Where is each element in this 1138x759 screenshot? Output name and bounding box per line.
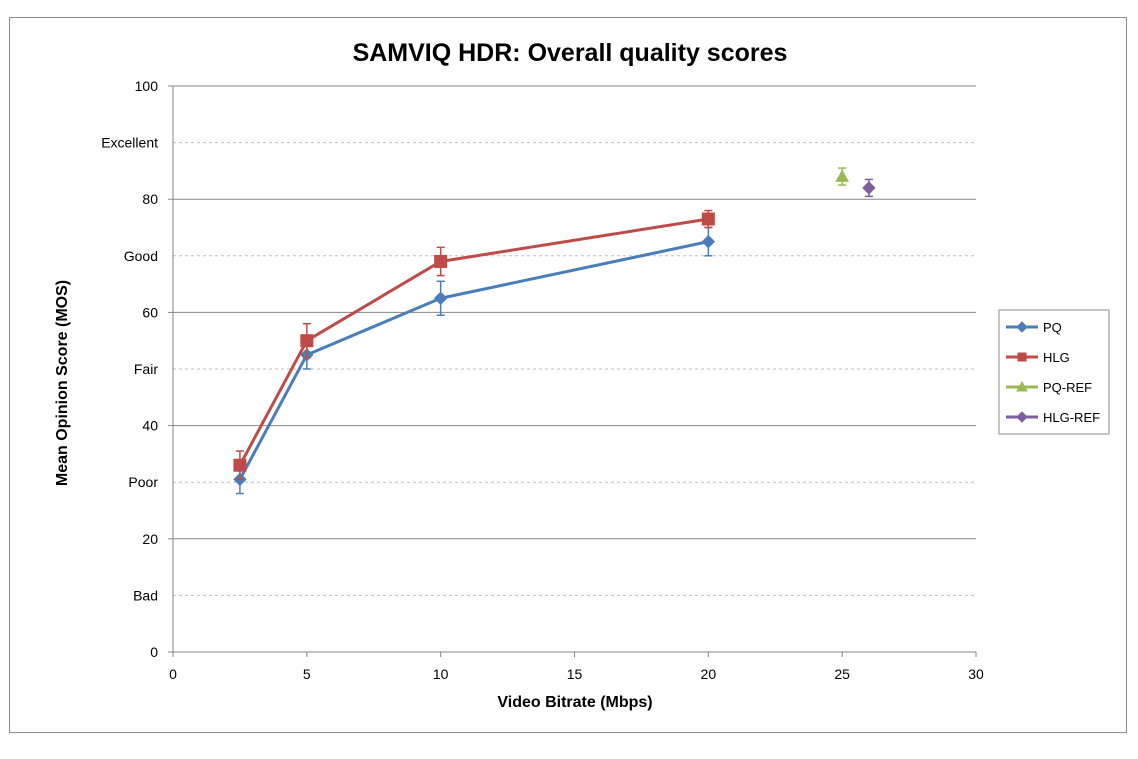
series-pq-ref <box>835 167 850 186</box>
legend-label-hlg: HLG <box>1043 350 1070 365</box>
x-tick-label: 5 <box>303 666 311 682</box>
y-category-labels: Bad Poor Fair Good Excellent <box>101 135 158 604</box>
y-tick-labels: 0 20 40 60 80 100 <box>135 78 159 660</box>
legend-marker-hlg-ref <box>1016 411 1028 423</box>
y-category-label: Bad <box>133 587 158 603</box>
y-category-label: Fair <box>134 361 158 377</box>
data-point-hlg-ref <box>862 181 876 195</box>
legend-marker-hlg <box>1017 352 1027 362</box>
legend-label-pq: PQ <box>1043 320 1062 335</box>
series-hlg <box>233 209 715 481</box>
data-point-hlg <box>233 458 247 472</box>
legend-marker-pq-ref <box>1016 380 1028 392</box>
y-axis-title: Mean Opinion Score (MOS) <box>54 280 71 486</box>
x-tick-label: 25 <box>834 666 850 682</box>
data-point-pq-ref <box>835 169 850 182</box>
x-tick-label: 10 <box>433 666 449 682</box>
series-layer <box>233 167 876 495</box>
y-tick-label: 0 <box>150 644 158 660</box>
chart-frame <box>9 17 1127 733</box>
grid-lines <box>173 85 976 596</box>
x-tick-labels: 0 5 10 15 20 25 30 <box>169 666 984 682</box>
y-category-label: Good <box>124 248 158 264</box>
legend: PQ HLG PQ-REF HLG-REF <box>998 309 1110 435</box>
y-category-label: Excellent <box>101 135 158 151</box>
x-tick-label: 30 <box>968 666 984 682</box>
y-tick-label: 40 <box>142 418 158 434</box>
x-tick-label: 20 <box>701 666 717 682</box>
series-hlg-ref <box>862 178 876 198</box>
y-category-label: Poor <box>128 474 158 490</box>
data-point-pq <box>433 291 448 305</box>
legend-label-pq-ref: PQ-REF <box>1043 380 1092 395</box>
data-point-hlg <box>701 212 715 226</box>
x-tick-label: 15 <box>567 666 583 682</box>
data-point-pq <box>701 234 716 249</box>
y-tick-label: 60 <box>142 304 158 320</box>
series-line-pq <box>238 240 709 481</box>
x-tick-label: 0 <box>169 666 177 682</box>
data-point-hlg <box>300 334 314 348</box>
series-pq <box>233 226 716 495</box>
axes <box>168 85 977 657</box>
data-point-hlg <box>434 254 448 268</box>
x-axis-title: Video Bitrate (Mbps) <box>497 694 652 711</box>
y-tick-label: 80 <box>142 191 158 207</box>
legend-box <box>998 309 1110 435</box>
y-tick-label: 20 <box>142 531 158 547</box>
series-line-hlg <box>238 217 709 466</box>
legend-marker-pq <box>1016 321 1028 333</box>
legend-label-hlg-ref: HLG-REF <box>1043 410 1100 425</box>
y-tick-label: 100 <box>135 78 159 94</box>
chart-title: SAMVIQ HDR: Overall quality scores <box>353 39 788 67</box>
